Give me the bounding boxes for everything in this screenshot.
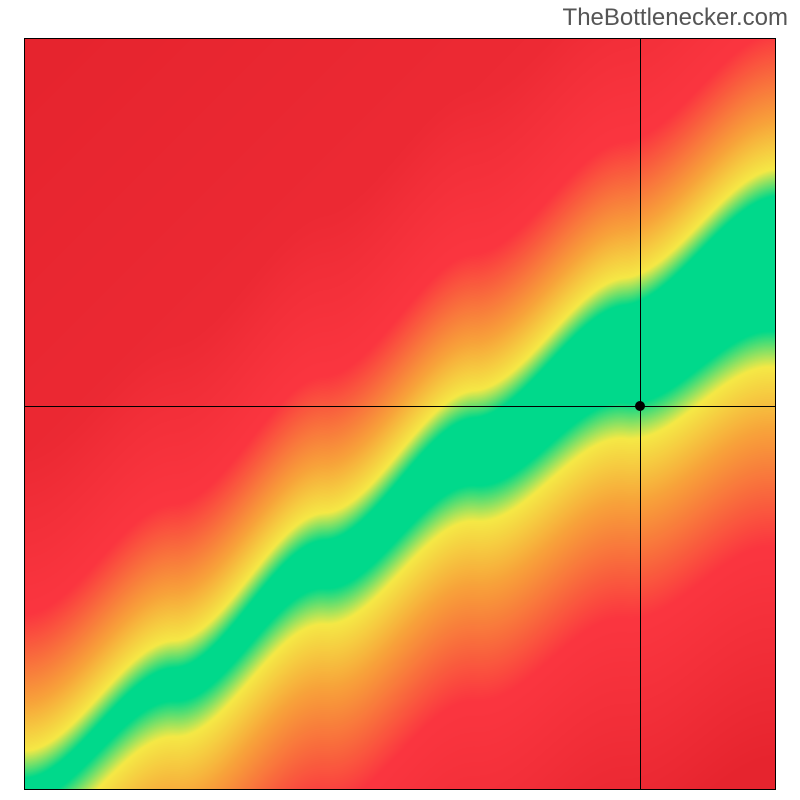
crosshair-marker-dot [635,401,645,411]
crosshair-horizontal-line [24,406,776,407]
heatmap-chart [24,38,776,790]
heatmap-canvas [24,38,776,790]
watermark-text: TheBottlenecker.com [563,4,788,32]
crosshair-vertical-line [640,38,641,790]
